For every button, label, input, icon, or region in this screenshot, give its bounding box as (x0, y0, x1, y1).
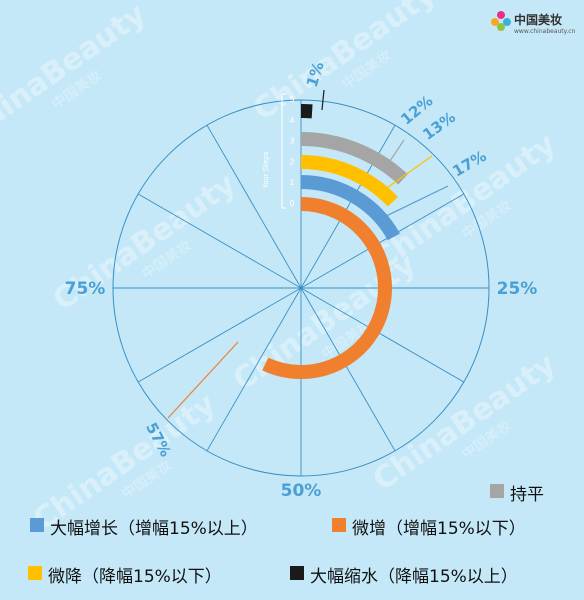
legend-swatch (290, 566, 304, 580)
leader-line (321, 89, 325, 111)
brand-name: 中国美妆 (514, 13, 563, 27)
dial-spoke (300, 287, 465, 383)
brand-url: www.chinabeauty.cn (514, 28, 576, 35)
watermark-text: ChinaBeauty (0, 0, 153, 148)
legend-swatch (28, 566, 42, 580)
legend-swatch (490, 484, 504, 498)
dial-spoke (300, 193, 465, 289)
leader-line (167, 341, 239, 419)
leader-line (377, 185, 449, 221)
bar-arc (300, 132, 408, 185)
track-bracket (281, 93, 286, 209)
scale-label: 50% (281, 481, 322, 501)
dial-spoke (206, 124, 302, 289)
brand-flower-icon (491, 11, 511, 31)
legend-swatch (332, 518, 346, 532)
bar-arc (300, 175, 401, 241)
legend-label: 微增（增幅15%以下） (352, 519, 526, 539)
legend-label: 大幅增长（增幅15%以上） (50, 519, 258, 539)
chart-dial (112, 99, 490, 477)
scale-label: 75% (65, 279, 106, 299)
bar-arc (300, 155, 398, 207)
dial-spoke (137, 287, 302, 383)
bar-arc (262, 197, 392, 379)
leader-line (387, 139, 405, 165)
track-number: 3 (289, 137, 294, 146)
legend-label: 持平 (510, 485, 544, 505)
legend-swatch (30, 518, 44, 532)
track-number: 2 (289, 157, 294, 166)
track-number: 5 (289, 95, 294, 104)
track-number: 0 (289, 199, 294, 208)
scale-label: 25% (497, 279, 538, 299)
watermark-text: ChinaBeauty (367, 126, 563, 278)
dial-spoke (137, 193, 302, 289)
watermark-text: ChinaBeauty (367, 346, 563, 498)
chart-bars (262, 104, 408, 379)
track-axis-label: Your Steps (262, 151, 270, 189)
legend-label: 大幅缩水（降幅15%以上） (310, 567, 518, 587)
dial-spoke (300, 124, 396, 289)
dial-spoke (206, 287, 302, 452)
watermark-layer: ChinaBeauty中国美妆ChinaBeauty中国美妆ChinaBeaut… (0, 0, 563, 538)
track-number: 1 (289, 178, 294, 187)
dial-spoke (300, 287, 396, 452)
brand-logo: 中国美妆 www.chinabeauty.cn (488, 8, 580, 38)
legend-label: 微降（降幅15%以下） (48, 567, 222, 587)
track-number: 4 (289, 116, 294, 125)
leader-line (383, 155, 433, 191)
